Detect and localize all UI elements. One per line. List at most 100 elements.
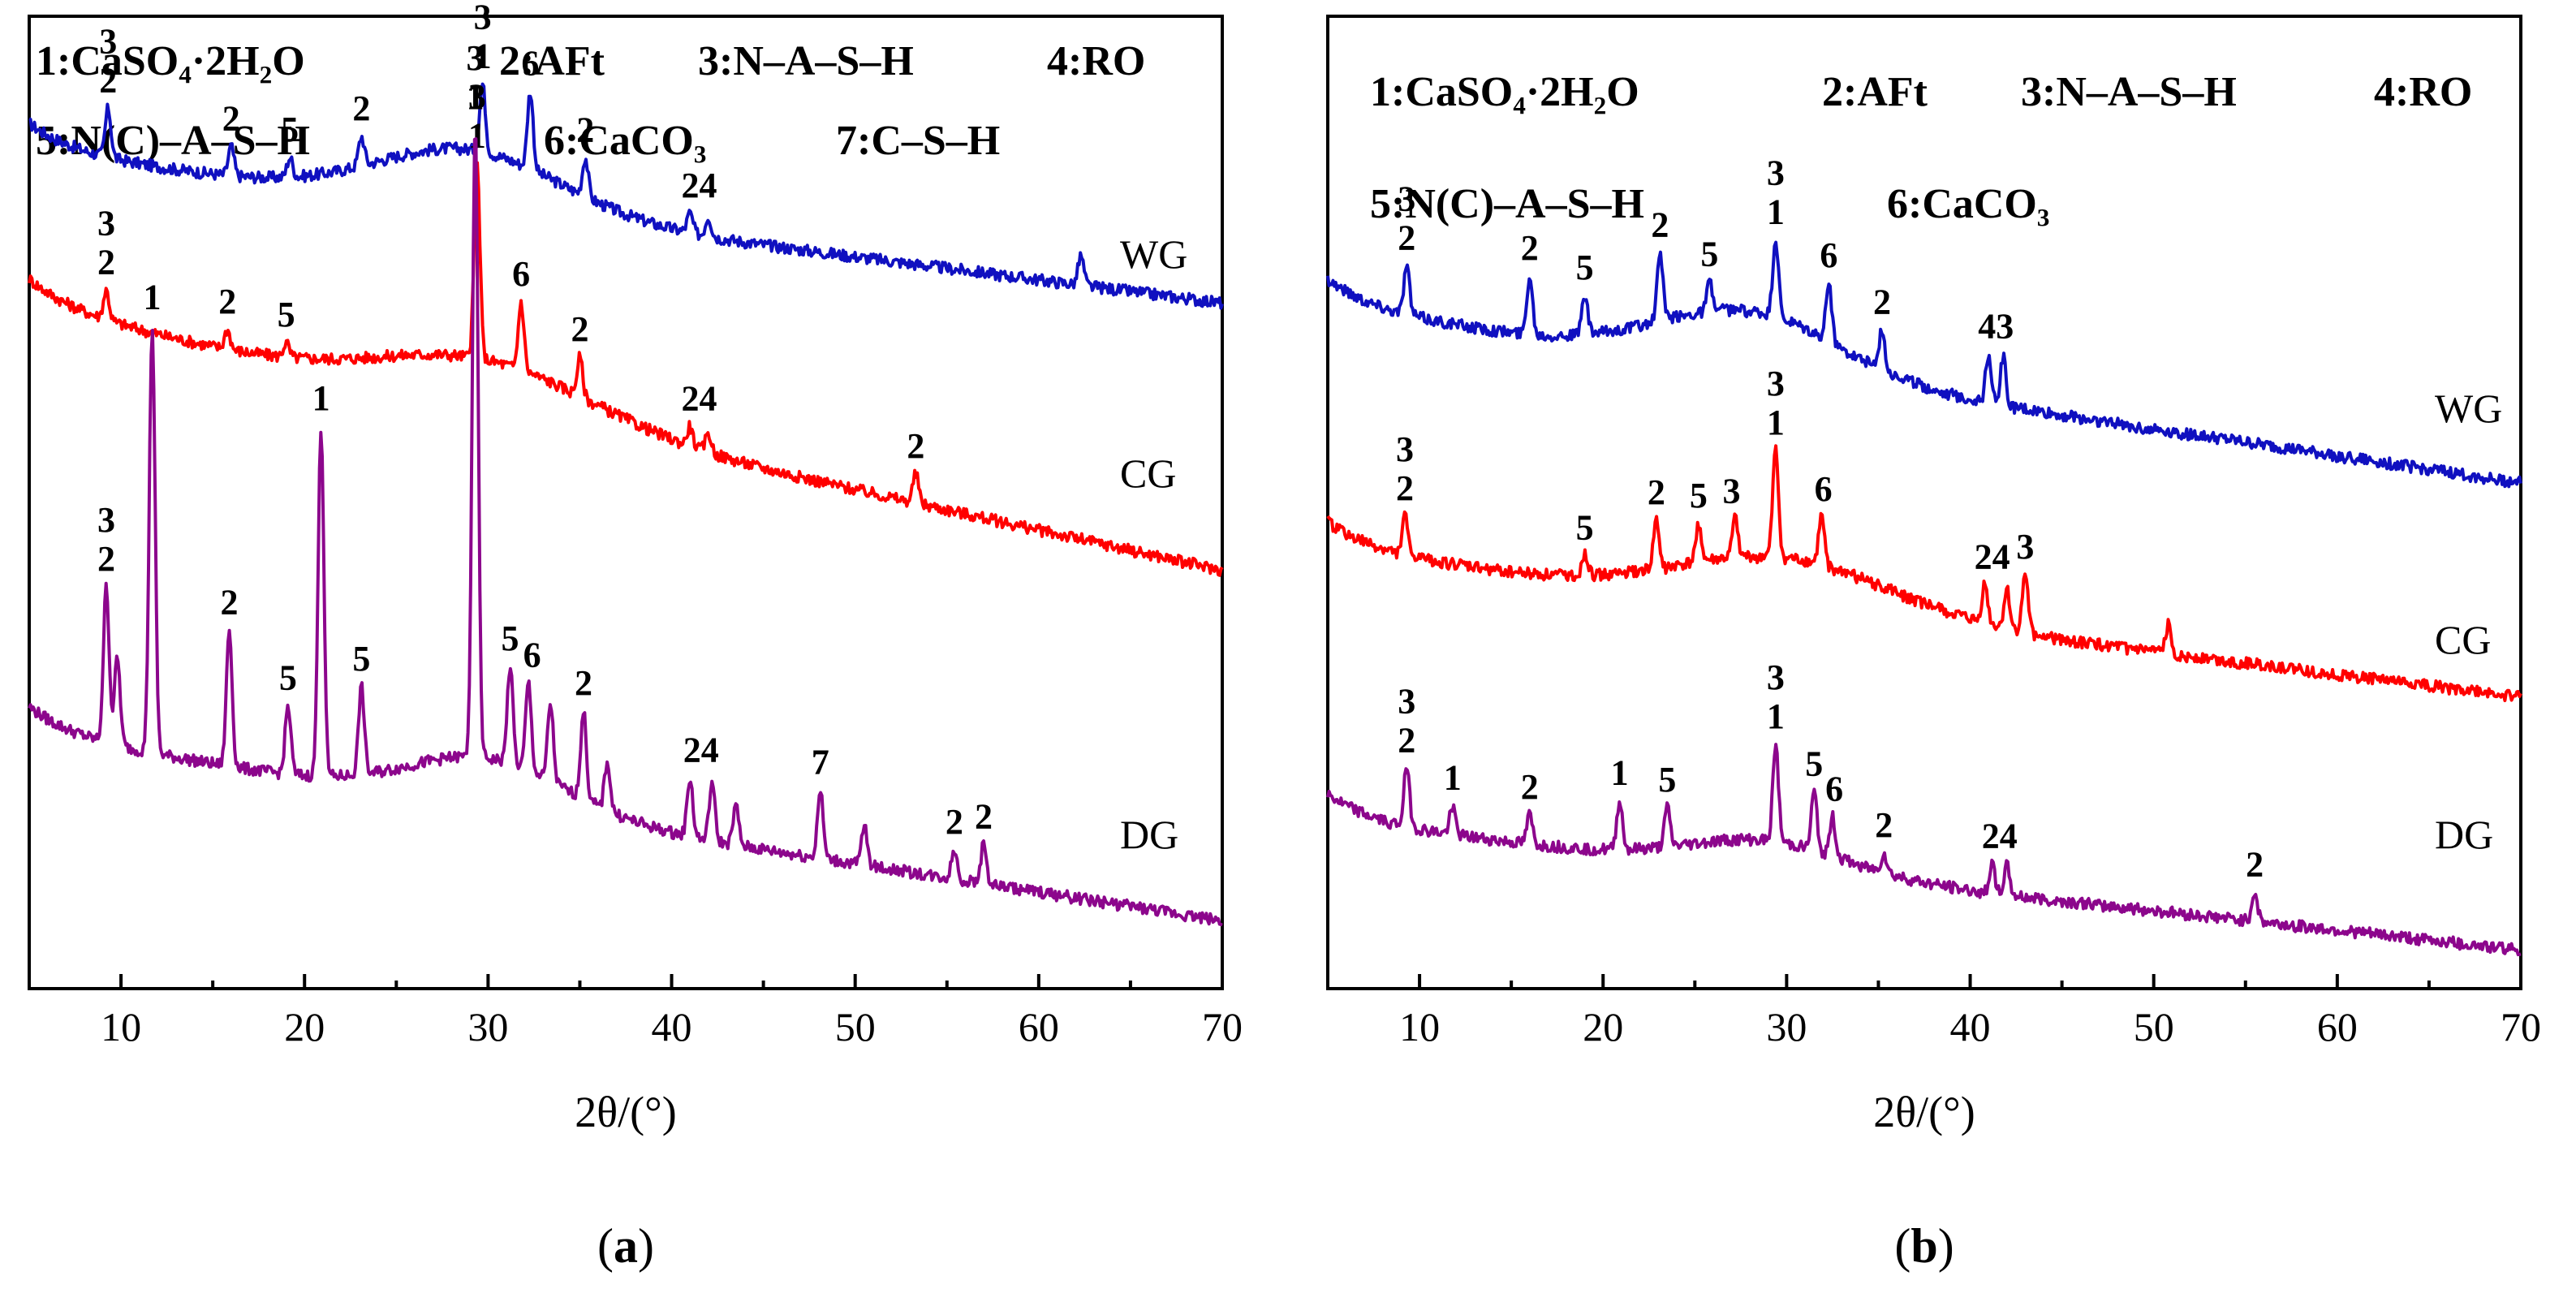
peak-label: 3: [1723, 471, 1741, 511]
plot-frame: [1326, 15, 2522, 990]
peak-label: 6: [523, 636, 541, 675]
caption-open: (: [597, 1219, 614, 1273]
peak-label: 1: [1767, 696, 1785, 736]
peak-label: 3: [2016, 527, 2034, 567]
peak-label: 1: [1767, 192, 1785, 231]
peak-label: 2: [1873, 282, 1891, 322]
peak-label: 6: [521, 43, 539, 83]
peak-label: 2: [946, 802, 963, 842]
peak-label: 5: [502, 619, 519, 658]
peak-label: 1: [474, 36, 492, 75]
legend-entry: 7:C–S–H: [836, 118, 1000, 164]
peak-label: 1: [1444, 757, 1462, 797]
peak-label: 24: [1982, 817, 2018, 856]
peak-label: 5: [279, 658, 297, 698]
peak-label: 24: [681, 379, 717, 419]
peak-label: 5: [1690, 476, 1708, 515]
peak-label: 3: [468, 77, 486, 117]
peak-label: 5: [1658, 760, 1676, 800]
x-tick-label: 20: [284, 1004, 325, 1050]
legend-entry: 1:CaSO₄·2H₂O: [1370, 69, 1639, 115]
peak-label: 6: [512, 254, 530, 294]
legend-entry: 5:N(C)–A–S–H: [36, 118, 310, 164]
peak-label: 2: [576, 110, 594, 149]
peak-label: 3: [1398, 179, 1415, 218]
x-tick-label: 10: [1399, 1004, 1440, 1050]
peak-label: 3: [99, 22, 117, 62]
x-tick-label: 40: [1950, 1004, 1991, 1050]
caption-close: ): [638, 1219, 654, 1273]
trace-wg: [1326, 240, 2522, 489]
peak-label: 2: [222, 98, 240, 138]
peak-label: 1: [1767, 403, 1785, 442]
legend-entry: 3:N–A–S–H: [2021, 69, 2237, 115]
peak-label: 2: [1648, 472, 1665, 512]
peak-label: 5: [278, 295, 295, 334]
series-label-dg: DG: [1120, 812, 1178, 857]
x-tick-label: 60: [2317, 1004, 2358, 1050]
peak-label: 2: [218, 282, 236, 321]
peak-label: 3: [1396, 429, 1414, 469]
peak-label: 1: [468, 116, 486, 156]
peak-label: 3: [1767, 657, 1785, 697]
peak-label: 5: [352, 639, 370, 679]
peak-label: 1: [312, 378, 330, 418]
peak-label: 3: [97, 500, 115, 540]
peak-label: 1: [467, 77, 485, 117]
peak-label: 2: [1521, 767, 1539, 807]
peak-label: 1: [1611, 753, 1629, 793]
peak-label: 6: [1825, 769, 1843, 809]
peak-label: 5: [281, 110, 299, 149]
peak-label: 5: [1805, 744, 1823, 784]
legend-entry: 4:RO: [2374, 69, 2472, 115]
peak-label: 2: [352, 88, 370, 128]
peak-label: 2: [1651, 205, 1669, 245]
legend-entry: 2:AFt: [499, 38, 605, 84]
legend-entry: 6:CaCO₃: [1887, 181, 2049, 227]
legend-entry: 1:CaSO₄·2H₂O: [36, 38, 305, 84]
x-tick-label: 70: [2501, 1004, 2541, 1050]
peak-label: 2: [221, 582, 239, 622]
peak-label: 2: [1396, 468, 1414, 508]
trace-dg: [1326, 743, 2522, 957]
panel-a: 10 20 30 40 50 60 70 2θ/(°) 1:CaSO₄·2H₂O 2:AFt 3:N…: [28, 0, 1243, 1273]
series-label-cg: CG: [2435, 617, 2491, 662]
peak-label: 2: [97, 243, 115, 282]
legend-entry: 6:CaCO₃: [544, 118, 706, 164]
x-tick-label: 10: [101, 1004, 141, 1050]
peak-label: 24: [683, 731, 719, 770]
peak-label: 7: [812, 743, 829, 782]
x-axis-title: 2θ/(°): [575, 1088, 676, 1136]
peak-label: 2: [2246, 844, 2264, 884]
x-tick-label: 60: [1019, 1004, 1059, 1050]
peak-label: 3: [467, 38, 485, 78]
series-label-dg: DG: [2435, 812, 2493, 857]
x-tick-label: 30: [1766, 1004, 1807, 1050]
caption-open: (: [1894, 1219, 1910, 1273]
trace-dg: [28, 137, 1223, 927]
legend-entry: 2:AFt: [1822, 69, 1928, 115]
x-tick-label: 40: [652, 1004, 692, 1050]
peak-label: 6: [1820, 235, 1837, 275]
panel-caption: (b): [1894, 1219, 1954, 1273]
peak-label: 2: [907, 426, 924, 466]
series-label-cg: CG: [1120, 450, 1176, 496]
peak-label: 3: [1767, 153, 1785, 192]
peak-label: 3: [474, 0, 492, 37]
x-tick-label: 70: [1202, 1004, 1243, 1050]
panel-caption: (a): [597, 1219, 654, 1273]
series-label-wg: WG: [2435, 386, 2502, 431]
caption-letter: b: [1910, 1219, 1937, 1273]
panel-b: 10 20 30 40 50 60 70 2θ/(°) 1:CaSO₄·2H₂O 2:AFt 3:N…: [1326, 15, 2541, 1273]
peak-label: 43: [1978, 307, 2014, 347]
peak-label: 24: [1975, 537, 2010, 576]
x-tick-label: 50: [2134, 1004, 2174, 1050]
caption-letter: a: [614, 1219, 638, 1273]
legend-entry: 3:N–A–S–H: [698, 38, 914, 84]
legend-entry: 4:RO: [1047, 38, 1145, 84]
x-axis-title: 2θ/(°): [1873, 1088, 1975, 1136]
plot-frame: [28, 15, 1224, 990]
peak-label: 5: [1576, 248, 1594, 287]
trace-cg: [28, 161, 1224, 577]
